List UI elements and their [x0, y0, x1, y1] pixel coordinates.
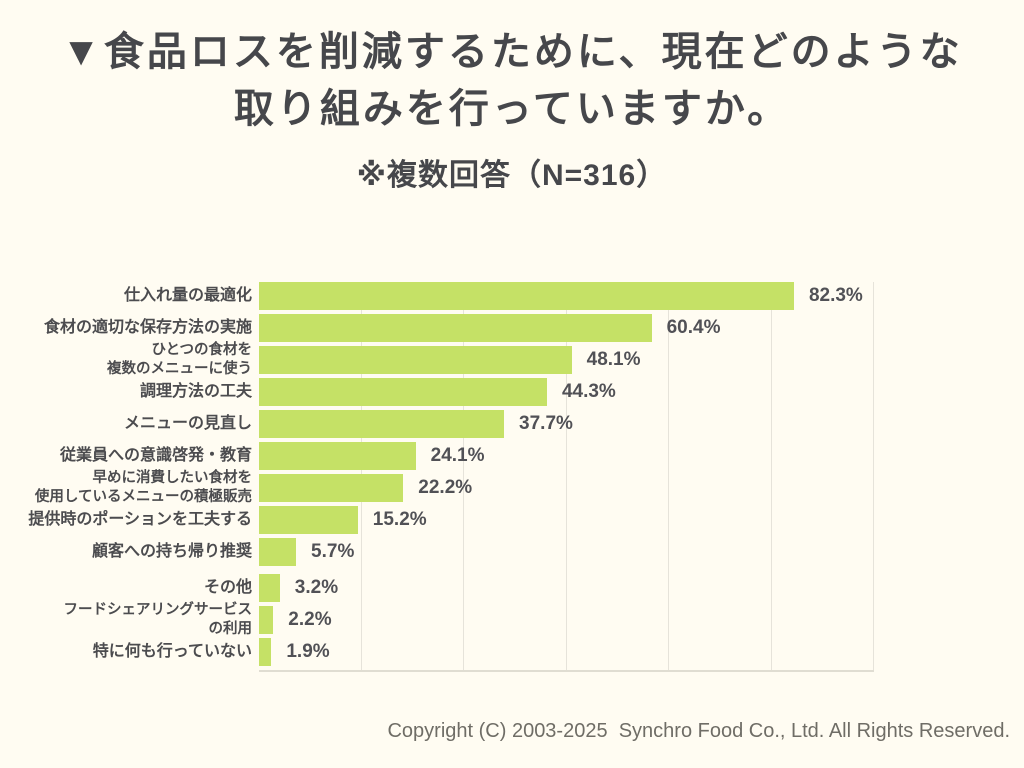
bar-track: 48.1%: [259, 346, 641, 374]
bar-track: 22.2%: [259, 474, 472, 502]
value-label: 5.7%: [311, 541, 355, 562]
chart-row: 調理方法の工夫 44.3%: [0, 378, 1024, 406]
category-label: 食材の適切な保存方法の実施: [43, 318, 252, 336]
value-label: 2.2%: [288, 609, 332, 630]
gridline: [668, 282, 669, 670]
bar-track: 44.3%: [259, 378, 616, 406]
bar: [259, 314, 652, 342]
bar: [259, 442, 416, 470]
bar-track: 5.7%: [259, 538, 354, 566]
gridline: [463, 282, 464, 670]
chart-header: ▼食品ロスを削減するために、現在どのような 取り組みを行っていますか。 ※複数回答…: [0, 24, 1024, 194]
category-label: その他: [203, 578, 252, 596]
chart-subtitle: ※複数回答（N=316）: [356, 159, 668, 192]
chart-row: メニューの見直し 37.7%: [0, 410, 1024, 438]
horizontal-bar-chart: 仕入れ量の最適化 82.3% 食材の適切な保存方法の実施 60.4% ひとつの食…: [0, 282, 1024, 672]
category-label: 仕入れ量の最適化: [123, 286, 252, 304]
chart-row: フードシェアリングサービス の利用 2.2%: [0, 602, 1024, 637]
bar: [259, 506, 358, 534]
page-title-line2: 取り組みを行っていますか。: [233, 87, 791, 131]
chart-rows: 仕入れ量の最適化 82.3% 食材の適切な保存方法の実施 60.4% ひとつの食…: [0, 282, 1024, 670]
chart-row: 特に何も行っていない 1.9%: [0, 638, 1024, 666]
chart-row: 従業員への意識啓発・教育 24.1%: [0, 442, 1024, 470]
value-label: 60.4%: [666, 317, 721, 338]
value-label: 24.1%: [430, 445, 485, 466]
category-label: 顧客への持ち帰り推奨: [91, 542, 252, 560]
bar-track: 82.3%: [259, 282, 863, 310]
chart-row: ひとつの食材を 複数のメニューに使う 48.1%: [0, 342, 1024, 377]
bar-track: 15.2%: [259, 506, 427, 534]
value-label: 37.7%: [519, 413, 573, 434]
value-label: 82.3%: [808, 285, 863, 306]
category-label: 従業員への意識啓発・教育: [59, 446, 252, 464]
bar: [259, 378, 547, 406]
gridline: [565, 282, 567, 670]
page-title: ▼食品ロスを削減するために、現在どのような 取り組みを行っていますか。: [0, 24, 1024, 138]
category-label: 特に何も行っていない: [92, 642, 252, 660]
value-label: 1.9%: [286, 641, 330, 662]
bar: [259, 282, 794, 310]
bar-track: 37.7%: [259, 410, 573, 438]
category-label: ひとつの食材を 複数のメニューに使う: [107, 342, 252, 377]
category-label: フードシェアリングサービス の利用: [63, 602, 253, 637]
value-label: 44.3%: [561, 381, 616, 402]
chart-row: 顧客への持ち帰り推奨 5.7%: [0, 538, 1024, 566]
bar-track: 2.2%: [259, 606, 332, 634]
category-label: 調理方法の工夫: [139, 382, 252, 400]
bar-track: 24.1%: [259, 442, 485, 470]
gridline: [873, 282, 874, 670]
category-label: メニューの見直し: [123, 414, 252, 432]
copyright-text: Copyright (C) 2003-2025 Synchro Food Co.…: [387, 720, 1010, 742]
chart-row: 食材の適切な保存方法の実施 60.4%: [0, 314, 1024, 342]
bar-track: 60.4%: [259, 314, 720, 342]
chart-row: 仕入れ量の最適化 82.3%: [0, 282, 1024, 310]
chart-row: 早めに消費したい食材を 使用しているメニューの積極販売 22.2%: [0, 470, 1024, 505]
value-label: 15.2%: [372, 509, 427, 530]
category-label: 提供時のポーションを工夫する: [28, 510, 252, 528]
bar: [259, 638, 272, 666]
gridline: [770, 282, 772, 670]
chart-row: その他 3.2%: [0, 574, 1024, 602]
bar: [259, 474, 404, 502]
bar: [259, 606, 274, 634]
bar: [259, 410, 505, 438]
category-label: 早めに消費したい食材を 使用しているメニューの積極販売: [34, 470, 252, 505]
bar-track: 3.2%: [259, 574, 338, 602]
value-label: 48.1%: [586, 349, 641, 370]
page-title-line1: ▼食品ロスを削減するために、現在どのような: [61, 30, 963, 74]
chart-row: 提供時のポーションを工夫する 15.2%: [0, 506, 1024, 534]
bar-track: 1.9%: [259, 638, 330, 666]
value-label: 3.2%: [294, 577, 339, 598]
bar: [259, 346, 572, 374]
bar: [259, 538, 297, 566]
bar: [259, 574, 280, 602]
value-label: 22.2%: [418, 477, 473, 498]
